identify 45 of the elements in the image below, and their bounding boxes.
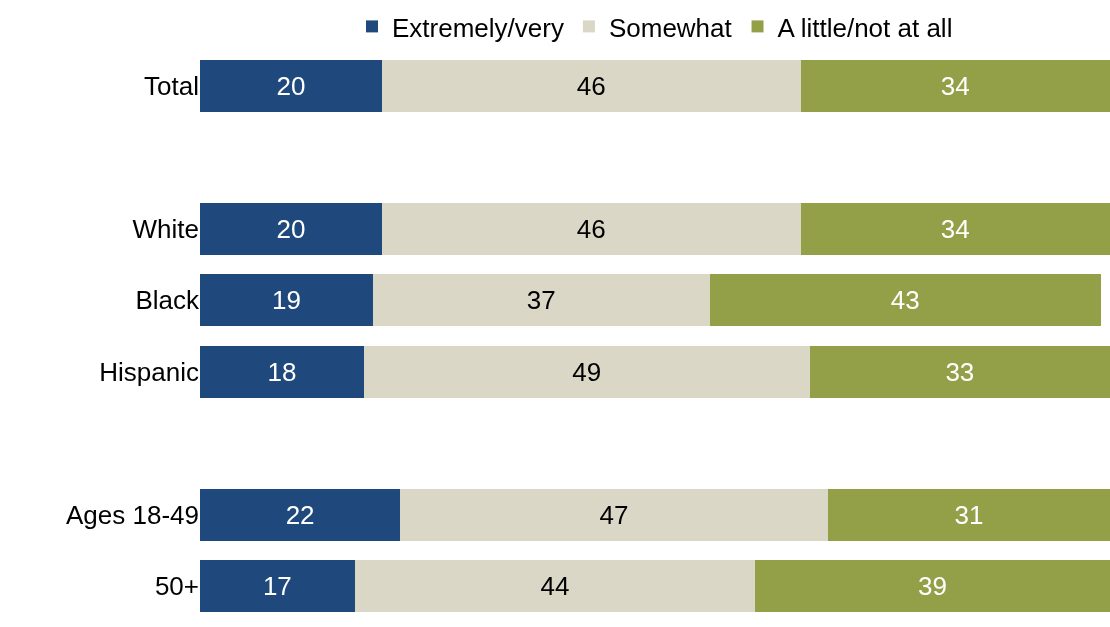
bar	[709, 274, 1101, 327]
data-label: 20	[276, 213, 306, 244]
bar	[809, 345, 1110, 398]
data-label: 34	[940, 213, 970, 244]
y-tick-label: Hispanic	[99, 356, 199, 387]
data-label: 39	[918, 571, 948, 602]
data-label: 47	[599, 499, 629, 530]
bar	[800, 59, 1110, 112]
data-label: 34	[940, 70, 970, 101]
y-tick-label: 50+	[154, 571, 199, 602]
y-tick-label: Total	[144, 70, 199, 101]
data-label: 37	[526, 285, 556, 316]
data-label: 19	[271, 285, 301, 316]
bar	[755, 560, 1110, 613]
bar	[200, 560, 355, 613]
data-label: 18	[267, 356, 297, 387]
data-label: 31	[954, 499, 984, 530]
bar	[382, 202, 801, 255]
bar	[354, 560, 756, 613]
data-label: 44	[540, 571, 570, 602]
data-label: 43	[890, 285, 920, 316]
data-label: 46	[576, 70, 606, 101]
data-label: 33	[945, 356, 975, 387]
legend-label: Extremely/very	[392, 12, 564, 43]
bar	[800, 202, 1110, 255]
data-label: 22	[285, 499, 315, 530]
bar	[200, 59, 382, 112]
data-label: 49	[572, 356, 602, 387]
y-tick-label: Ages 18-49	[66, 499, 199, 530]
bar	[372, 274, 710, 327]
y-tick-label: White	[132, 213, 199, 244]
bar	[200, 274, 373, 327]
data-label: 46	[576, 213, 606, 244]
bar	[200, 202, 382, 255]
legend-label: A little/not at all	[777, 12, 953, 43]
bar	[200, 345, 364, 398]
y-tick-label: Black	[135, 285, 200, 316]
data-label: 17	[262, 571, 292, 602]
bar	[827, 488, 1110, 541]
bar	[363, 345, 810, 398]
bar	[400, 488, 828, 541]
legend-label: Somewhat	[608, 12, 733, 43]
bar	[382, 59, 801, 112]
data-label: 20	[276, 70, 306, 101]
bar	[200, 488, 401, 541]
